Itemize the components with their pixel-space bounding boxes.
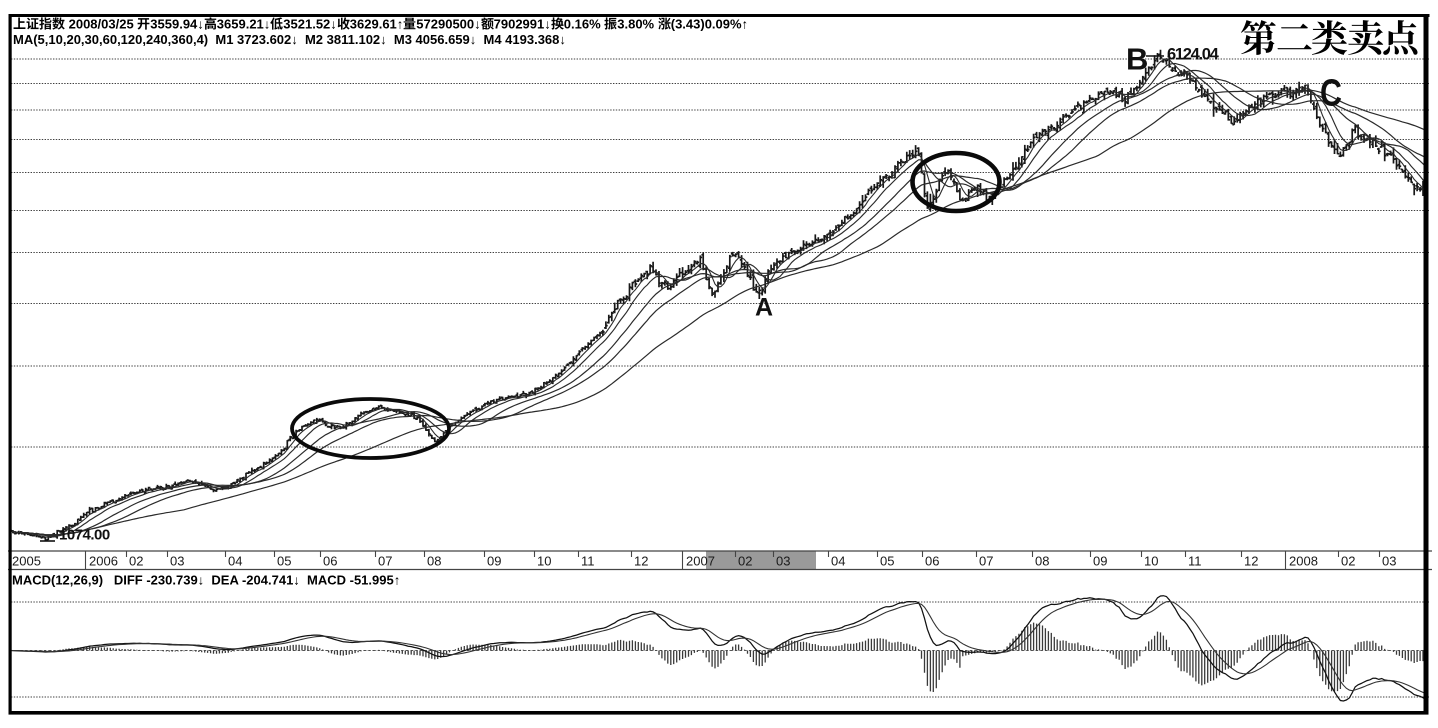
svg-text:11: 11 <box>581 554 595 569</box>
svg-text:10: 10 <box>537 554 551 569</box>
svg-text:B: B <box>1126 42 1148 77</box>
svg-text:04: 04 <box>831 554 845 569</box>
svg-text:07: 07 <box>378 554 392 569</box>
svg-text:A: A <box>755 294 773 322</box>
svg-text:10: 10 <box>1144 554 1158 569</box>
svg-text:12: 12 <box>634 554 648 569</box>
svg-text:06: 06 <box>925 554 939 569</box>
svg-text:12: 12 <box>1244 554 1258 569</box>
svg-text:2005: 2005 <box>12 554 41 569</box>
svg-text:09: 09 <box>487 554 501 569</box>
svg-text:2006: 2006 <box>89 554 118 569</box>
svg-text:11: 11 <box>1188 554 1202 569</box>
svg-text:03: 03 <box>1382 554 1396 569</box>
svg-text:6124.04: 6124.04 <box>1167 46 1220 64</box>
svg-text:04: 04 <box>228 554 242 569</box>
svg-text:2007: 2007 <box>686 554 715 569</box>
svg-text:1074.00: 1074.00 <box>59 527 110 544</box>
svg-text:06: 06 <box>323 554 337 569</box>
svg-text:03: 03 <box>776 554 790 569</box>
svg-text:02: 02 <box>738 554 752 569</box>
svg-text:05: 05 <box>277 554 291 569</box>
svg-text:08: 08 <box>1035 554 1049 569</box>
svg-text:09: 09 <box>1093 554 1107 569</box>
svg-text:C: C <box>1320 72 1342 114</box>
svg-text:02: 02 <box>129 554 143 569</box>
svg-text:2008: 2008 <box>1289 554 1318 569</box>
svg-text:05: 05 <box>880 554 894 569</box>
svg-text:07: 07 <box>979 554 993 569</box>
svg-text:03: 03 <box>170 554 184 569</box>
svg-text:08: 08 <box>427 554 441 569</box>
svg-text:02: 02 <box>1341 554 1355 569</box>
svg-text:MACD(12,26,9) DIFF -230.739↓: MACD(12,26,9) DIFF -230.739↓ DEA -204.74… <box>12 573 400 588</box>
